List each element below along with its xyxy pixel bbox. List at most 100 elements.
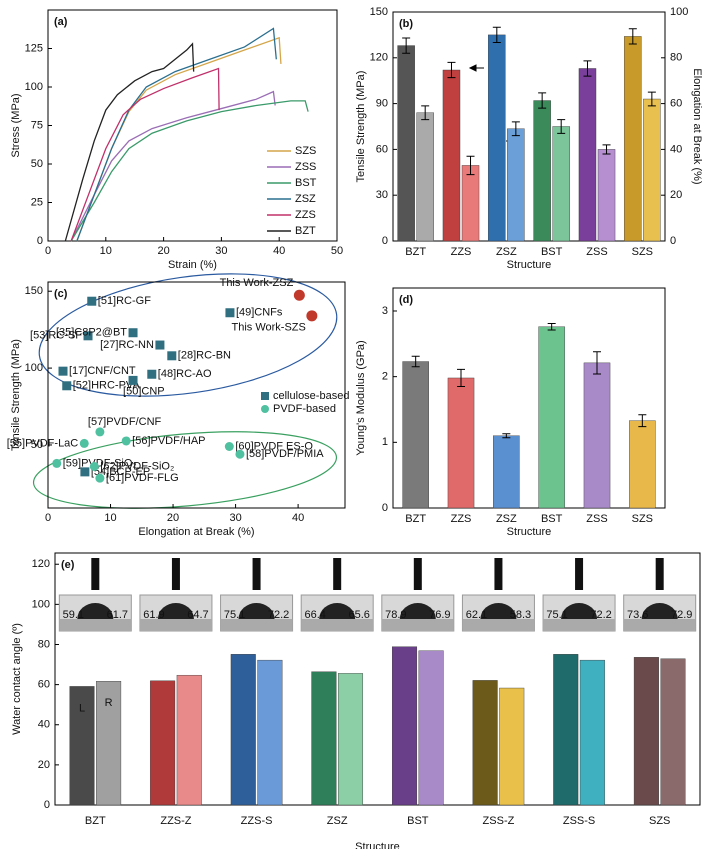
y-axis-label: Young's Modulus (GPa) bbox=[355, 340, 367, 455]
x-tick-label: ZSS bbox=[586, 513, 607, 525]
x-tick-label: 30 bbox=[215, 245, 227, 257]
point-label: [52]HRC-PVA bbox=[73, 380, 141, 392]
x-tick-label: 0 bbox=[45, 245, 51, 257]
x-tick-label: BST bbox=[541, 513, 563, 525]
error-bar bbox=[593, 351, 601, 375]
x-tick-label: 10 bbox=[104, 512, 116, 524]
bar bbox=[579, 659, 605, 806]
x-tick-label: ZSS bbox=[586, 246, 607, 258]
y-tick-label: 80 bbox=[670, 52, 682, 64]
x-tick-label: BZT bbox=[85, 815, 106, 827]
point-label: [55]PVDF-LaC bbox=[7, 437, 79, 449]
line bbox=[64, 42, 195, 242]
panel-label: (c) bbox=[54, 288, 68, 300]
point bbox=[83, 331, 93, 341]
legend-swatch bbox=[261, 405, 269, 413]
point-label: [59]PVDF-SiO₂ bbox=[63, 457, 137, 469]
value-label: 62.1 bbox=[466, 609, 487, 621]
bar bbox=[493, 435, 520, 509]
y2-axis-label: Elongation at Break (%) bbox=[691, 68, 703, 184]
value-label: 72.9 bbox=[671, 609, 692, 621]
y-tick-label: 60 bbox=[376, 143, 388, 155]
value-label: 65.6 bbox=[348, 609, 369, 621]
point-label: [61]PVDF-FLG bbox=[106, 472, 179, 484]
y-tick-label: 3 bbox=[382, 305, 388, 317]
needle bbox=[252, 558, 261, 590]
value-label: 59.1 bbox=[63, 609, 84, 621]
value-label: 61.7 bbox=[107, 609, 128, 621]
value-label: 78.9 bbox=[385, 609, 406, 621]
error-bar bbox=[602, 144, 611, 155]
value-label: 75.1 bbox=[224, 609, 245, 621]
x-axis-label: Elongation at Break (%) bbox=[138, 526, 254, 538]
error-bar bbox=[557, 119, 566, 134]
y-tick-label: 120 bbox=[32, 558, 50, 570]
bar bbox=[499, 687, 525, 806]
error-bar bbox=[583, 60, 592, 77]
error-bar bbox=[457, 368, 465, 388]
point-label: [50]CNP bbox=[123, 385, 165, 397]
bar bbox=[461, 165, 480, 242]
legend-label: PVDF-based bbox=[273, 403, 336, 415]
error-bar bbox=[492, 26, 501, 44]
series-label: L bbox=[79, 702, 85, 714]
droplet bbox=[641, 603, 678, 619]
x-tick-label: ZSZ bbox=[496, 513, 517, 525]
point bbox=[128, 328, 138, 338]
legend-label: BZT bbox=[295, 225, 316, 237]
substrate bbox=[59, 619, 132, 631]
point bbox=[121, 436, 131, 446]
x-tick-label: BST bbox=[541, 246, 563, 258]
bar bbox=[230, 654, 256, 806]
x-tick-label: 40 bbox=[292, 512, 304, 524]
y-tick-label: 25 bbox=[31, 196, 43, 208]
bar bbox=[578, 68, 597, 242]
x-tick-label: SZS bbox=[632, 513, 653, 525]
bar bbox=[597, 149, 616, 242]
bar bbox=[337, 673, 363, 806]
bar bbox=[552, 126, 570, 242]
x-tick-label: BZT bbox=[405, 246, 426, 258]
bar bbox=[633, 657, 659, 806]
x-tick-label: ZSZ bbox=[327, 815, 348, 827]
value-label: 72.2 bbox=[268, 609, 289, 621]
bar bbox=[629, 420, 656, 509]
substrate bbox=[543, 619, 616, 631]
bar bbox=[488, 34, 506, 242]
x-tick-label: ZSS-Z bbox=[483, 815, 515, 827]
substrate bbox=[462, 619, 535, 631]
point-label: This Work-SZS bbox=[232, 322, 306, 334]
droplet bbox=[238, 603, 275, 619]
x-tick-label: ZZS-S bbox=[241, 815, 273, 827]
x-tick-label: 30 bbox=[229, 512, 241, 524]
point bbox=[147, 369, 157, 379]
y-tick-label: 50 bbox=[31, 439, 43, 451]
point bbox=[87, 296, 97, 306]
y-axis-label: Tensile Strength (MPa) bbox=[10, 339, 22, 451]
series-label: R bbox=[105, 697, 113, 709]
point bbox=[155, 340, 165, 350]
plot-frame bbox=[54, 552, 701, 806]
error-bar bbox=[547, 322, 556, 331]
bar bbox=[69, 686, 95, 806]
y-tick-label: 0 bbox=[670, 235, 676, 247]
error-bar bbox=[538, 92, 547, 109]
panel-label: (b) bbox=[399, 18, 413, 30]
bar bbox=[96, 681, 122, 806]
x-tick-label: ZSZ bbox=[496, 246, 517, 258]
y-tick-label: 150 bbox=[25, 285, 43, 297]
bar bbox=[447, 377, 475, 509]
x-tick-label: ZZS-Z bbox=[160, 815, 191, 827]
bar bbox=[418, 650, 444, 806]
droplet bbox=[77, 603, 114, 619]
line bbox=[76, 27, 277, 242]
panel-label: (a) bbox=[54, 16, 68, 28]
point-label: [35]C8P2@BT bbox=[56, 327, 127, 339]
point bbox=[95, 473, 105, 483]
legend-label: ZSZ bbox=[295, 193, 316, 205]
error-bar bbox=[421, 105, 430, 121]
y-tick-label: 60 bbox=[670, 98, 682, 110]
x-tick-label: 20 bbox=[167, 512, 179, 524]
bar bbox=[150, 680, 176, 806]
pvdf-ellipse bbox=[32, 431, 338, 509]
